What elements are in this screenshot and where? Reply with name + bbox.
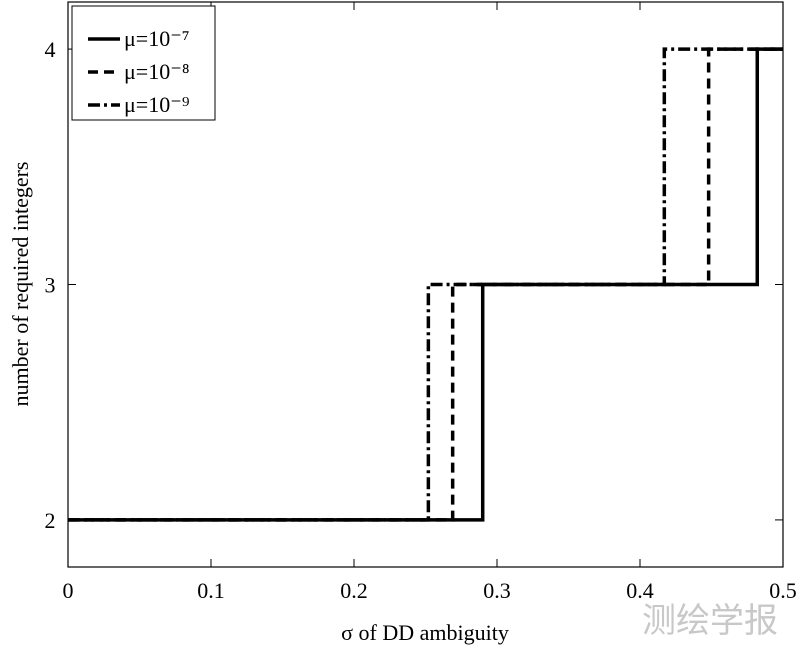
y-tick-label: 2 xyxy=(45,508,56,533)
x-tick-label: 0.4 xyxy=(626,578,654,603)
legend-label: μ=10⁻⁸ xyxy=(124,59,189,84)
x-tick-label: 0.1 xyxy=(197,578,225,603)
y-tick-label: 3 xyxy=(45,273,56,298)
x-tick-label: 0.2 xyxy=(340,578,368,603)
series-line xyxy=(68,47,783,522)
legend-box xyxy=(71,5,216,121)
x-tick-label: 0 xyxy=(63,578,74,603)
y-tick-label: 4 xyxy=(45,37,56,62)
legend-label: μ=10⁻⁷ xyxy=(124,26,189,51)
y-axis-label: number of required integers xyxy=(8,162,33,407)
x-tick-label: 0.5 xyxy=(769,578,797,603)
watermark: 测绘学报 xyxy=(642,601,778,641)
x-tick-label: 0.3 xyxy=(483,578,511,603)
legend-label: μ=10⁻⁹ xyxy=(124,92,190,117)
x-axis-label: σ of DD ambiguity xyxy=(341,620,509,645)
